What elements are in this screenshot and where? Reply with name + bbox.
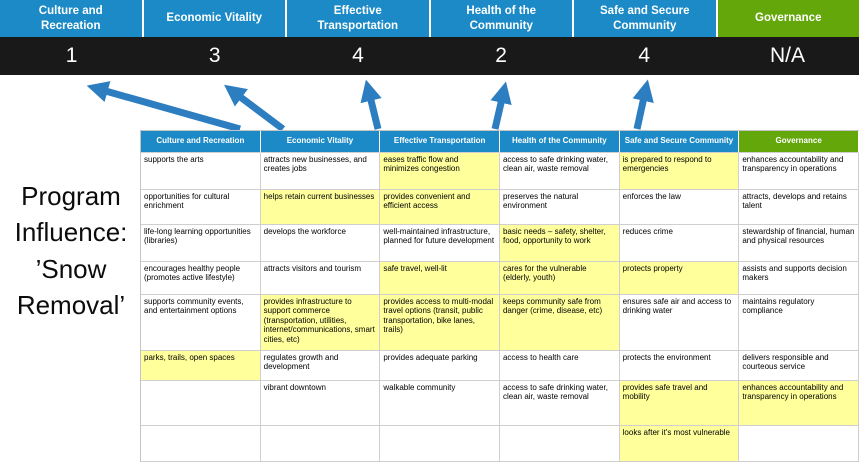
table-header-governance: Governance <box>739 131 859 153</box>
table-cell-r1-c6: enhances accountability and transparency… <box>739 153 859 190</box>
table-cell-r2-c6: attracts, develops and retains talent <box>739 190 859 225</box>
table-cell-r5-c1: supports community events, and entertain… <box>141 295 261 351</box>
table-cell-r8-c3 <box>380 426 500 462</box>
up-arrow-transportation-icon <box>360 79 382 130</box>
table-cell-r3-c3: well-maintained infrastructure, planned … <box>380 225 500 262</box>
table-cell-r1-c4: access to safe drinking water, clean air… <box>499 153 620 190</box>
table-cell-r3-c5: reduces crime <box>619 225 740 262</box>
table-header-health-of-the-community: Health of the Community <box>499 131 620 153</box>
score-safe-secure: 4 <box>638 44 651 67</box>
table-cell-r3-c4: basic needs – safety, shelter, food, opp… <box>499 225 620 262</box>
table-cell-r6-c4: access to health care <box>499 351 620 381</box>
table-cell-r1-c2: attracts new businesses, and creates job… <box>260 153 381 190</box>
table-cell-r1-c5: is prepared to respond to emergencies <box>619 153 740 190</box>
table-cell-r5-c5: ensures safe air and access to drinking … <box>619 295 740 351</box>
table-cell-r4-c3: safe travel, well-lit <box>380 262 500 295</box>
table-cell-r6-c1: parks, trails, open spaces <box>141 351 261 381</box>
score-economic-vitality: 3 <box>208 44 221 67</box>
table-header-economic-vitality: Economic Vitality <box>260 131 381 153</box>
scoreboard-label-effective-transportation: Effective Transportation <box>287 0 431 37</box>
score-arrows <box>86 79 654 133</box>
score-culture-recreation: 1 <box>65 44 78 67</box>
table-cell-r7-c4: access to safe drinking water, clean air… <box>499 381 620 426</box>
scoreboard-label-safe-secure: Safe and Secure Community <box>574 0 718 37</box>
scoreboard-header: Culture and Recreation Economic Vitality… <box>0 0 859 37</box>
scoreboard-label-health-community: Health of the Community <box>430 0 574 37</box>
influence-table: Culture and Recreation Economic Vitality E… <box>140 130 859 462</box>
table-cell-r6-c5: protects the environment <box>619 351 740 381</box>
table-cell-r2-c2: helps retain current businesses <box>260 190 381 225</box>
table-cell-r7-c6: enhances accountability and transparency… <box>739 381 859 426</box>
table-cell-r2-c4: preserves the natural environment <box>499 190 620 225</box>
table-cell-r8-c5: looks after it's most vulnerable <box>619 426 740 462</box>
scoreboard-label-economic-vitality: Economic Vitality <box>143 0 287 37</box>
score-effective-transportation: 4 <box>352 44 364 67</box>
table-header-effective-transportation: Effective Transportation <box>380 131 500 153</box>
table-cell-r5-c3: provides access to multi-modal travel op… <box>380 295 500 351</box>
table-cell-r8-c1 <box>141 426 261 462</box>
up-arrow-culture-icon <box>86 81 241 133</box>
up-arrow-economic-icon <box>224 84 286 132</box>
table-cell-r5-c4: keeps community safe from danger (crime,… <box>499 295 620 351</box>
table-cell-r2-c3: provides convenient and efficient access <box>380 190 500 225</box>
table-cell-r8-c6 <box>739 426 859 462</box>
table-cell-r4-c4: cares for the vulnerable (elderly, youth… <box>499 262 620 295</box>
table-cell-r7-c5: provides safe travel and mobility <box>619 381 740 426</box>
table-cell-r4-c1: encourages healthy people (promotes acti… <box>141 262 261 295</box>
table-cell-r1-c1: supports the arts <box>141 153 261 190</box>
table-cell-r8-c4 <box>499 426 620 462</box>
table-cell-r5-c6: maintains regulatory compliance <box>739 295 859 351</box>
table-header-safe-and-secure-community: Safe and Secure Community <box>619 131 740 153</box>
table-cell-r3-c1: life-long learning opportunities (librar… <box>141 225 261 262</box>
table-header-culture-and-recreation: Culture and Recreation <box>141 131 261 153</box>
score-health-community: 2 <box>495 44 507 67</box>
table-cell-r4-c6: assists and supports decision makers <box>739 262 859 295</box>
table-cell-r6-c3: provides adequate parking <box>380 351 500 381</box>
score-governance: N/A <box>769 44 805 67</box>
table-cell-r1-c3: eases traffic flow and minimizes congest… <box>380 153 500 190</box>
scoreboard-label-culture-recreation: Culture and Recreation <box>0 0 144 37</box>
table-cell-r3-c6: stewardship of financial, human and phys… <box>739 225 859 262</box>
table-cell-r4-c2: attracts visitors and tourism <box>260 262 381 295</box>
table-cell-r4-c5: protects property <box>619 262 740 295</box>
table-cell-r7-c3: walkable community <box>380 381 500 426</box>
scoreboard-values: 1 3 4 2 4 N/A <box>0 37 859 75</box>
table-cell-r8-c2 <box>260 426 381 462</box>
table-cell-r2-c1: opportunities for cultural enrichment <box>141 190 261 225</box>
table-cell-r3-c2: develops the workforce <box>260 225 381 262</box>
table-cell-r7-c1 <box>141 381 261 426</box>
table-cell-r6-c2: regulates growth and development <box>260 351 381 381</box>
table-cell-r7-c2: vibrant downtown <box>260 381 381 426</box>
table-cell-r6-c6: delivers responsible and courteous servi… <box>739 351 859 381</box>
program-influence-title: Program Influence: ’Snow Removal’ <box>14 181 128 321</box>
up-arrow-safe-secure-icon <box>632 79 654 130</box>
up-arrow-health-icon <box>490 81 512 130</box>
table-cell-r2-c5: enforces the law <box>619 190 740 225</box>
scoreboard-label-governance: Governance <box>717 0 859 37</box>
table-cell-r5-c2: provides infrastructure to support comme… <box>260 295 381 351</box>
